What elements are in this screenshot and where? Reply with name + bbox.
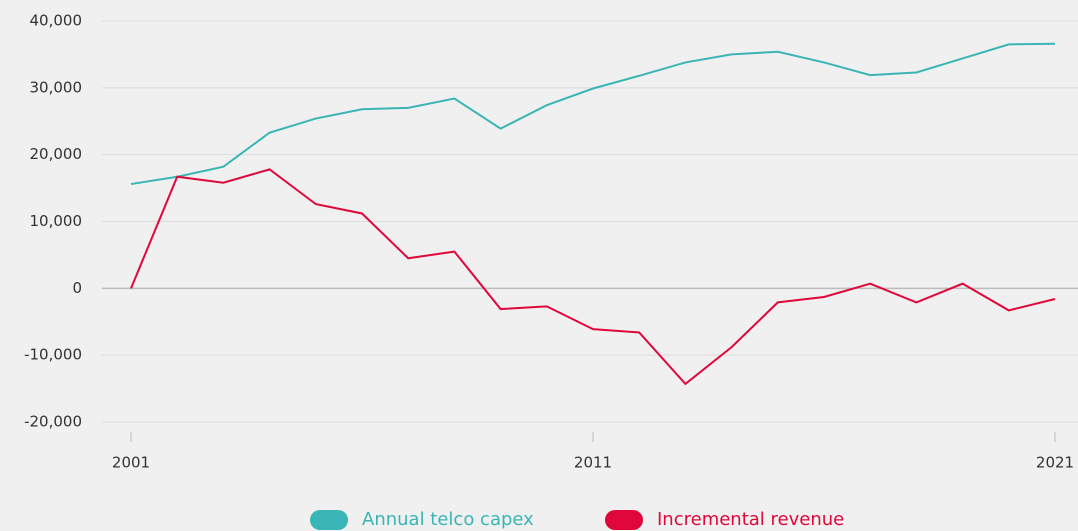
x-tick-label: 2001 [112,454,150,472]
y-tick-label: 10,000 [30,212,83,230]
y-tick-label: 40,000 [30,12,83,30]
legend-label: Incremental revenue [657,509,844,530]
x-tick-label: 2011 [574,454,612,472]
y-tick-label: 20,000 [30,145,83,163]
line-series [130,42,1056,186]
y-tick-label: -10,000 [24,346,82,364]
y-tick-label: 0 [72,279,82,297]
y-tick-label: -20,000 [24,413,82,431]
line-series [130,168,1056,386]
x-tick-label: 2021 [1036,454,1074,472]
legend-label: Annual telco capex [362,509,534,530]
legend-swatch [605,510,643,530]
y-tick-label: 30,000 [30,78,83,96]
legend-swatch [310,510,348,530]
